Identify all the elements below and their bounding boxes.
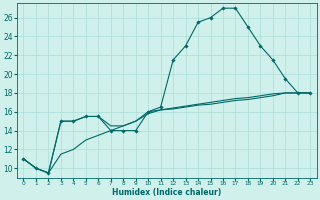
X-axis label: Humidex (Indice chaleur): Humidex (Indice chaleur) <box>112 188 221 197</box>
